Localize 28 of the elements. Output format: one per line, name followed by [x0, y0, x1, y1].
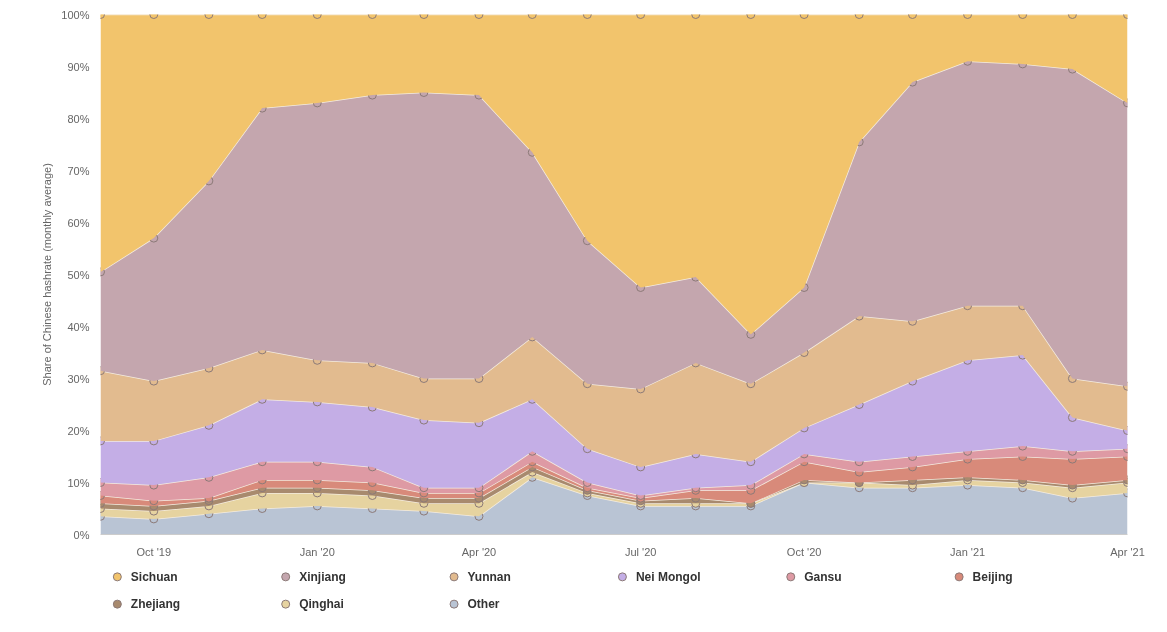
x-tick-label: Jan '20	[299, 545, 335, 558]
legend-label: Beijing	[972, 569, 1013, 584]
legend-label: Qinghai	[299, 597, 344, 612]
legend-label: Yunnan	[467, 569, 511, 584]
y-tick-label: 40%	[67, 320, 90, 333]
y-tick-label: 90%	[67, 60, 90, 73]
x-tick-label: Jan '21	[950, 545, 986, 558]
x-tick-label: Apr '20	[461, 545, 497, 558]
legend-label: Nei Mongol	[635, 569, 701, 584]
y-tick-label: 20%	[67, 424, 90, 437]
x-tick-label: Jul '20	[624, 545, 657, 558]
legend-label: Zhejiang	[130, 597, 181, 612]
y-tick-label: 70%	[67, 164, 90, 177]
legend-label: Gansu	[804, 569, 842, 584]
y-tick-label: 0%	[73, 528, 90, 541]
legend-label: Xinjiang	[299, 569, 346, 584]
y-tick-label: 50%	[67, 268, 90, 281]
y-tick-label: 60%	[67, 216, 90, 229]
y-tick-label: 100%	[61, 8, 90, 21]
y-tick-label: 30%	[67, 372, 90, 385]
x-tick-label: Apr '21	[1110, 545, 1145, 558]
legend-label: Other	[467, 597, 500, 612]
x-tick-label: Oct '20	[786, 545, 822, 558]
x-tick-label: Oct '19	[136, 545, 172, 558]
legend-label: Sichuan	[130, 569, 178, 584]
y-axis-title: Share of Chinese hashrate (monthly average)	[41, 163, 54, 386]
y-tick-label: 10%	[67, 476, 90, 489]
y-tick-label: 80%	[67, 112, 90, 125]
